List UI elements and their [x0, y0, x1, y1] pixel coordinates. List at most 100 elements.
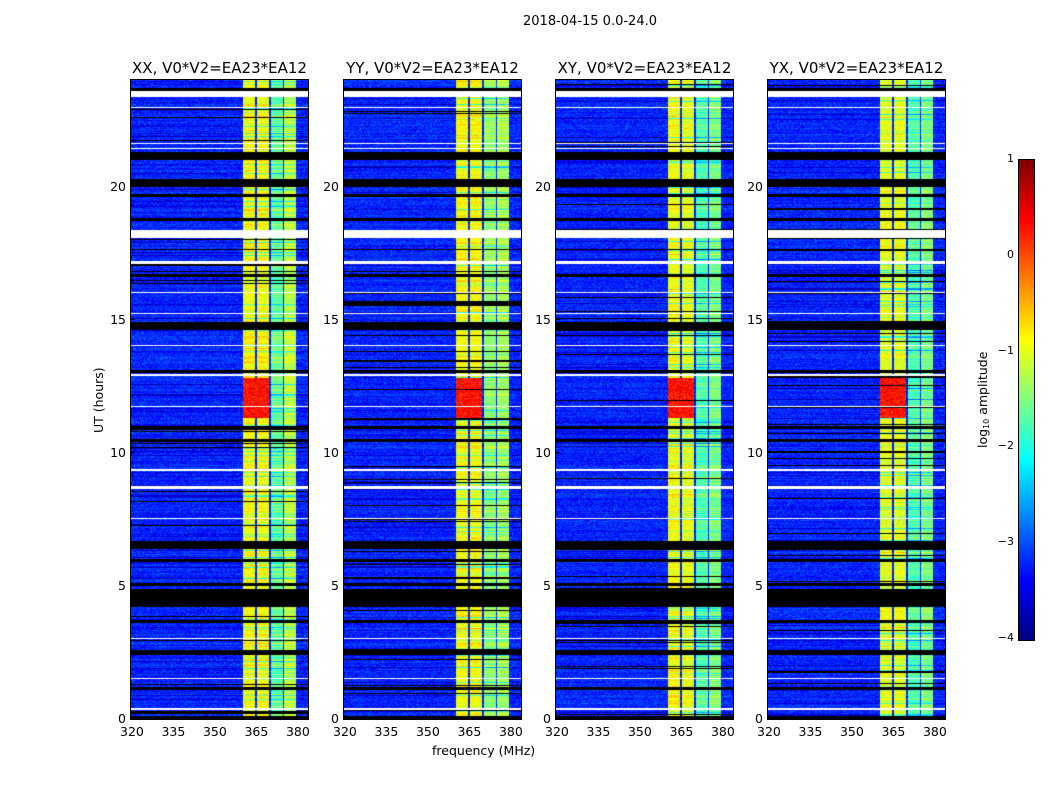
y-tick-label: 20 [747, 178, 763, 194]
x-axis-label: frequency (MHz) [432, 743, 536, 758]
y-tick-mark [768, 585, 772, 587]
x-tick-label: 335 [586, 724, 611, 739]
y-tick-mark [556, 319, 560, 321]
x-tick-mark [467, 715, 469, 719]
colorbar-tick-label: −1 [997, 343, 1014, 357]
colorbar-tick-label: −3 [997, 535, 1014, 549]
x-tick-label: 380 [710, 724, 735, 739]
y-tick-label: 15 [323, 311, 339, 327]
y-tick-label: 5 [543, 577, 551, 593]
heatmap-image [344, 80, 521, 719]
x-tick-label: 365 [881, 724, 906, 739]
x-tick-label: 350 [627, 724, 652, 739]
y-tick-mark [768, 319, 772, 321]
panel-title: YY, V0*V2=EA23*EA12 [346, 59, 519, 77]
x-tick-label: 320 [333, 724, 357, 739]
x-tick-mark [343, 715, 345, 719]
colorbar-tick-label: 1 [1007, 152, 1014, 165]
panel-title: XX, V0*V2=EA23*EA12 [132, 59, 307, 77]
y-tick-mark [768, 718, 772, 720]
x-tick-label: 365 [669, 724, 694, 739]
x-tick-mark [509, 715, 511, 719]
colorbar-label: log10 amplitude [975, 352, 991, 448]
colorbar [1018, 159, 1035, 641]
y-tick-mark [344, 718, 348, 720]
x-tick-mark [767, 715, 769, 719]
x-tick-mark [850, 715, 852, 719]
y-tick-label: 0 [331, 711, 339, 726]
heatmap-image [131, 80, 308, 719]
y-tick-mark [344, 585, 348, 587]
y-tick-label: 10 [535, 444, 551, 460]
y-tick-mark [768, 452, 772, 454]
x-tick-mark [254, 715, 256, 719]
colorbar-label-suffix: amplitude [975, 351, 990, 419]
colorbar-gradient [1019, 160, 1034, 640]
y-tick-mark [344, 319, 348, 321]
x-tick-label: 320 [757, 724, 781, 739]
x-tick-label: 350 [415, 724, 440, 739]
x-tick-mark [638, 715, 640, 719]
y-tick-label: 5 [755, 577, 763, 593]
heatmap-image [556, 80, 733, 719]
heatmap-panel [767, 79, 946, 720]
y-tick-mark [131, 718, 135, 720]
y-tick-label: 5 [118, 577, 126, 593]
y-tick-label: 10 [747, 444, 763, 460]
y-tick-mark [131, 186, 135, 187]
colorbar-tick-label: −2 [997, 439, 1014, 453]
x-tick-label: 380 [285, 724, 310, 739]
x-tick-mark [426, 715, 428, 719]
y-tick-mark [556, 186, 560, 187]
x-tick-mark [213, 715, 215, 719]
panel-title: YX, V0*V2=EA23*EA12 [769, 59, 944, 77]
x-tick-mark [130, 715, 132, 719]
x-tick-label: 380 [922, 724, 947, 739]
y-tick-mark [768, 186, 772, 187]
y-tick-mark [344, 186, 348, 187]
y-tick-label: 15 [535, 311, 551, 327]
y-tick-label: 10 [110, 444, 126, 460]
y-tick-label: 0 [755, 711, 763, 726]
x-tick-mark [296, 715, 298, 719]
heatmap-panel [130, 79, 309, 720]
x-tick-label: 335 [374, 724, 399, 739]
y-tick-mark [556, 585, 560, 587]
y-tick-label: 15 [747, 311, 763, 327]
figure-title: 2018-04-15 0.0-24.0 [523, 14, 657, 29]
x-tick-label: 350 [202, 724, 227, 739]
heatmap-panel [343, 79, 522, 720]
y-tick-label: 0 [543, 711, 551, 726]
colorbar-label-sub: 10 [982, 418, 991, 429]
x-tick-mark [721, 715, 723, 719]
x-tick-label: 320 [545, 724, 569, 739]
y-tick-label: 20 [323, 178, 339, 194]
y-tick-mark [131, 319, 135, 321]
x-tick-mark [555, 715, 557, 719]
x-tick-mark [171, 715, 173, 719]
y-tick-label: 0 [118, 711, 126, 726]
x-tick-mark [808, 715, 810, 719]
heatmap-image [768, 80, 945, 719]
x-tick-label: 350 [839, 724, 864, 739]
x-tick-label: 335 [798, 724, 823, 739]
y-tick-label: 15 [110, 311, 126, 327]
x-tick-mark [933, 715, 935, 719]
x-tick-label: 335 [161, 724, 186, 739]
x-tick-mark [891, 715, 893, 719]
x-tick-mark [596, 715, 598, 719]
colorbar-tick-label: 0 [1007, 247, 1014, 261]
x-tick-mark [384, 715, 386, 719]
heatmap-panel [555, 79, 734, 720]
y-tick-mark [556, 452, 560, 454]
x-tick-label: 380 [498, 724, 523, 739]
panel-title: XY, V0*V2=EA23*EA12 [557, 59, 732, 77]
y-tick-mark [131, 585, 135, 587]
y-tick-label: 10 [323, 444, 339, 460]
colorbar-label-prefix: log [975, 428, 990, 448]
x-tick-mark [679, 715, 681, 719]
x-tick-label: 365 [244, 724, 269, 739]
y-tick-mark [344, 452, 348, 454]
y-tick-mark [131, 452, 135, 454]
y-tick-label: 20 [535, 178, 551, 194]
